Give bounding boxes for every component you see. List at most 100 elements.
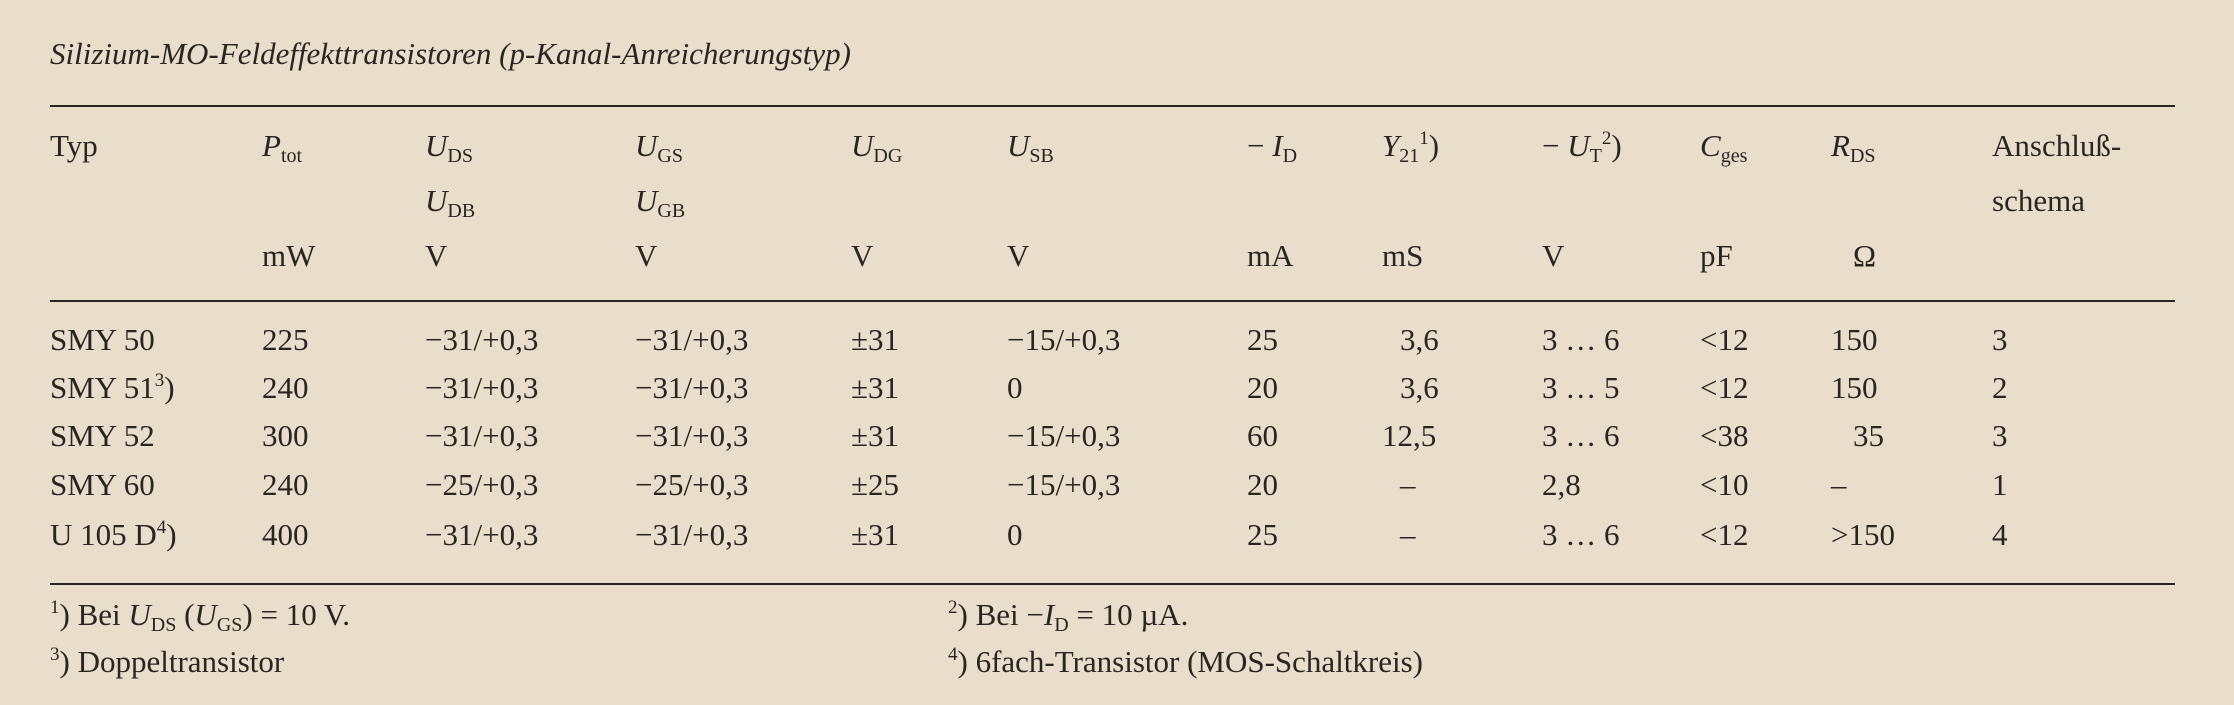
cell-rds: 150 bbox=[1831, 322, 1878, 357]
cell-usb: 0 bbox=[1007, 517, 1023, 552]
cell-cges: <12 bbox=[1700, 322, 1749, 357]
header-row-2: UDB UGB schema bbox=[0, 183, 2234, 227]
cell-rds: >150 bbox=[1831, 517, 1895, 552]
cell-uds: −31/+0,3 bbox=[425, 370, 539, 405]
header-units-row: mW V V V V mA mS V pF Ω bbox=[0, 238, 2234, 282]
cell-usb: −15/+0,3 bbox=[1007, 467, 1121, 502]
cell-usb: 0 bbox=[1007, 370, 1023, 405]
cell-ptot: 240 bbox=[262, 370, 309, 405]
header-typ: Typ bbox=[50, 128, 98, 163]
cell-ut: 3 … 6 bbox=[1542, 418, 1620, 453]
cell-id: 25 bbox=[1247, 322, 1278, 357]
header-uds: UDS bbox=[425, 128, 473, 167]
cell-id: 60 bbox=[1247, 418, 1278, 453]
unit-ugs: V bbox=[635, 238, 658, 273]
header-ut: − UT2) bbox=[1542, 128, 1622, 167]
cell-ugs: −31/+0,3 bbox=[635, 370, 749, 405]
header-ugb: UGB bbox=[635, 183, 686, 222]
header-y21: Y211) bbox=[1382, 128, 1440, 167]
header-udg: UDG bbox=[851, 128, 903, 167]
cell-ptot: 240 bbox=[262, 467, 309, 502]
bottom-rule bbox=[50, 583, 2175, 585]
cell-udg: ±31 bbox=[851, 418, 900, 453]
cell-schema: 3 bbox=[1992, 418, 2008, 453]
header-ugs: UGS bbox=[635, 128, 683, 167]
footnote-1: 1) Bei UDS (UGS) = 10 V. bbox=[50, 597, 351, 636]
cell-schema: 3 bbox=[1992, 322, 2008, 357]
cell-uds: −31/+0,3 bbox=[425, 322, 539, 357]
cell-rds: 35 bbox=[1853, 418, 1884, 453]
footnote-4: 4) 6fach-Transistor (MOS-Schaltkreis) bbox=[948, 644, 1423, 679]
cell-y21: 3,6 bbox=[1400, 322, 1439, 357]
unit-id: mA bbox=[1247, 238, 1294, 273]
cell-typ: SMY 513) bbox=[50, 370, 175, 405]
cell-cges: <12 bbox=[1700, 517, 1749, 552]
unit-rds: Ω bbox=[1853, 238, 1877, 273]
header-udb: UDB bbox=[425, 183, 476, 222]
cell-schema: 4 bbox=[1992, 517, 2008, 552]
top-rule bbox=[50, 105, 2175, 107]
cell-y21: 12,5 bbox=[1382, 418, 1437, 453]
cell-cges: <12 bbox=[1700, 370, 1749, 405]
cell-usb: −15/+0,3 bbox=[1007, 418, 1121, 453]
cell-ugs: −31/+0,3 bbox=[635, 322, 749, 357]
cell-ptot: 225 bbox=[262, 322, 309, 357]
cell-ptot: 300 bbox=[262, 418, 309, 453]
cell-typ: SMY 60 bbox=[50, 467, 155, 502]
cell-ut: 3 … 6 bbox=[1542, 322, 1620, 357]
cell-ugs: −31/+0,3 bbox=[635, 517, 749, 552]
header-usb: USB bbox=[1007, 128, 1054, 167]
header-anschluss: Anschluß- bbox=[1992, 128, 2122, 163]
cell-cges: <38 bbox=[1700, 418, 1749, 453]
cell-typ: SMY 50 bbox=[50, 322, 155, 357]
table-row: SMY 50 225 −31/+0,3 −31/+0,3 ±31 −15/+0,3 25 3,… bbox=[0, 322, 2234, 366]
cell-ugs: −25/+0,3 bbox=[635, 467, 749, 502]
cell-udg: ±25 bbox=[851, 467, 900, 502]
cell-ut: 3 … 5 bbox=[1542, 370, 1620, 405]
unit-udg: V bbox=[851, 238, 874, 273]
cell-uds: −25/+0,3 bbox=[425, 467, 539, 502]
table-row: U 105 D4) 400 −31/+0,3 −31/+0,3 ±31 0 25 – 3 … 6… bbox=[0, 517, 2234, 561]
cell-schema: 1 bbox=[1992, 467, 2008, 502]
cell-id: 20 bbox=[1247, 467, 1278, 502]
cell-rds: 150 bbox=[1831, 370, 1878, 405]
cell-typ: SMY 52 bbox=[50, 418, 155, 453]
cell-rds: – bbox=[1831, 467, 1847, 502]
unit-cges: pF bbox=[1700, 238, 1733, 273]
header-schema: schema bbox=[1992, 183, 2085, 218]
cell-usb: −15/+0,3 bbox=[1007, 322, 1121, 357]
cell-udg: ±31 bbox=[851, 517, 900, 552]
cell-ptot: 400 bbox=[262, 517, 309, 552]
header-id: − ID bbox=[1247, 128, 1298, 167]
unit-y21: mS bbox=[1382, 238, 1424, 273]
unit-ut: V bbox=[1542, 238, 1565, 273]
footnote-3: 3) Doppeltransistor bbox=[50, 644, 285, 679]
header-ptot: Ptot bbox=[262, 128, 303, 167]
cell-typ: U 105 D4) bbox=[50, 517, 177, 552]
cell-ut: 3 … 6 bbox=[1542, 517, 1620, 552]
unit-ptot: mW bbox=[262, 238, 316, 273]
cell-udg: ±31 bbox=[851, 370, 900, 405]
table-row: SMY 513) 240 −31/+0,3 −31/+0,3 ±31 0 20 3,6 3 … … bbox=[0, 370, 2234, 414]
table-title: Silizium-MO-Feldeffekttransistoren (p-Ka… bbox=[50, 36, 851, 71]
cell-ugs: −31/+0,3 bbox=[635, 418, 749, 453]
header-rule bbox=[50, 300, 2175, 302]
cell-y21: 3,6 bbox=[1400, 370, 1439, 405]
footnote-2: 2) Bei −ID = 10 µA. bbox=[948, 597, 1189, 636]
cell-y21: – bbox=[1400, 517, 1416, 552]
header-cges: Cges bbox=[1700, 128, 1748, 167]
cell-udg: ±31 bbox=[851, 322, 900, 357]
unit-uds: V bbox=[425, 238, 448, 273]
cell-ut: 2,8 bbox=[1542, 467, 1581, 502]
cell-id: 25 bbox=[1247, 517, 1278, 552]
cell-uds: −31/+0,3 bbox=[425, 418, 539, 453]
cell-schema: 2 bbox=[1992, 370, 2008, 405]
cell-y21: – bbox=[1400, 467, 1416, 502]
header-row: Typ Ptot UDS UGS UDG USB − ID Y211) − UT… bbox=[0, 128, 2234, 172]
unit-usb: V bbox=[1007, 238, 1030, 273]
table-row: SMY 60 240 −25/+0,3 −25/+0,3 ±25 −15/+0,3 20 – 2… bbox=[0, 467, 2234, 511]
cell-uds: −31/+0,3 bbox=[425, 517, 539, 552]
table-row: SMY 52 300 −31/+0,3 −31/+0,3 ±31 −15/+0,3 60 12… bbox=[0, 418, 2234, 462]
cell-id: 20 bbox=[1247, 370, 1278, 405]
header-rds: RDS bbox=[1831, 128, 1876, 167]
